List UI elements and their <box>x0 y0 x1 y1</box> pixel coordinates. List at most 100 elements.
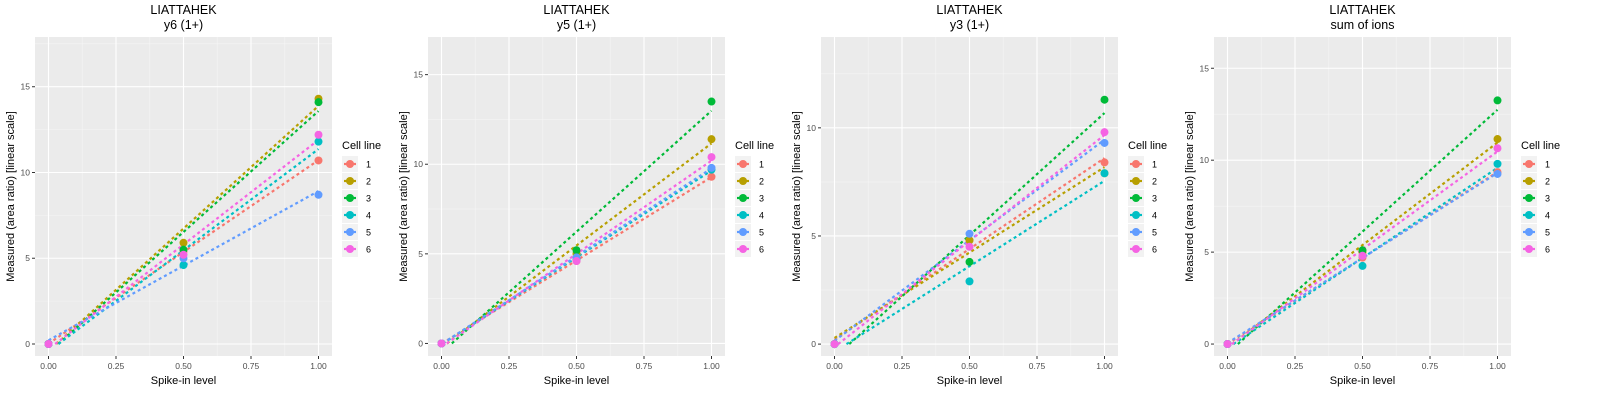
y-tick-label: 5 <box>418 249 423 259</box>
data-point-1 <box>707 172 716 181</box>
fit-line-4 <box>845 179 1106 346</box>
x-tick-label: 1.00 <box>1096 361 1113 371</box>
legend-label: 1 <box>1152 160 1157 170</box>
x-tick-label: 0.50 <box>1354 361 1371 371</box>
data-point-4 <box>1358 261 1367 270</box>
x-tick-label: 0.75 <box>636 361 653 371</box>
x-axis-label: Spike-in level <box>151 375 216 387</box>
y-tick-label: 10 <box>21 167 31 177</box>
legend-key-point <box>1525 228 1533 236</box>
legend-key-point <box>1525 211 1533 219</box>
y-axis-label: Measured (area ratio) [linear scale] <box>791 111 803 282</box>
chart-title: LIATTAHEK <box>936 3 1003 17</box>
data-point-6 <box>437 339 446 348</box>
data-point-4 <box>1493 159 1502 168</box>
legend-label: 2 <box>1152 177 1157 187</box>
data-point-6 <box>707 153 716 162</box>
data-point-2 <box>965 236 974 245</box>
fit-line-2 <box>833 166 1106 339</box>
fit-line-5 <box>1226 171 1499 344</box>
legend-title: Cell line <box>342 140 381 152</box>
fit-line-6 <box>54 139 320 345</box>
data-point-4 <box>1100 169 1109 178</box>
legend-label: 6 <box>759 245 764 255</box>
y-tick-label: 10 <box>1200 155 1210 165</box>
legend-label: 3 <box>1545 194 1550 204</box>
data-point-5 <box>965 229 974 238</box>
data-point-1 <box>1100 158 1109 167</box>
x-tick-label: 0.75 <box>1422 361 1439 371</box>
data-point-6 <box>1493 144 1502 153</box>
data-point-6 <box>1100 128 1109 137</box>
legend-key-point <box>739 194 747 202</box>
legend-label: 1 <box>759 160 764 170</box>
fit-line-2 <box>55 105 320 345</box>
x-axis-label: Spike-in level <box>1330 375 1395 387</box>
legend-label: 4 <box>1152 211 1157 221</box>
legend-label: 2 <box>759 177 764 187</box>
data-point-5 <box>1100 138 1109 147</box>
legend-title: Cell line <box>735 140 774 152</box>
x-tick-label: 1.00 <box>703 361 720 371</box>
data-point-6 <box>314 130 323 139</box>
y-axis-label: Measured (area ratio) [linear scale] <box>398 111 410 282</box>
y-tick-label: 5 <box>25 253 30 263</box>
x-tick-label: 0.50 <box>961 361 978 371</box>
legend-key-point <box>1132 228 1140 236</box>
chart-title: LIATTAHEK <box>1329 3 1396 17</box>
legend-label: 1 <box>1545 160 1550 170</box>
data-point-4 <box>179 261 188 270</box>
data-point-5 <box>314 190 323 199</box>
legend-label: 6 <box>366 245 371 255</box>
legend-label: 3 <box>366 194 371 204</box>
legend-key-point <box>1525 245 1533 253</box>
legend-label: 4 <box>366 211 371 221</box>
legend-key-point <box>739 160 747 168</box>
legend-key-point <box>346 245 354 253</box>
y-tick-label: 10 <box>807 123 817 133</box>
data-point-1 <box>314 156 323 165</box>
x-axis-label: Spike-in level <box>937 375 1002 387</box>
x-tick-label: 0.50 <box>175 361 192 371</box>
x-tick-label: 0.50 <box>568 361 585 371</box>
legend-label: 6 <box>1545 245 1550 255</box>
data-point-2 <box>179 238 188 247</box>
x-tick-label: 0.25 <box>108 361 125 371</box>
x-axis-label: Spike-in level <box>544 375 609 387</box>
data-point-4 <box>314 137 323 146</box>
x-tick-label: 0.00 <box>1219 361 1236 371</box>
data-point-5 <box>1493 169 1502 178</box>
x-tick-label: 1.00 <box>1489 361 1506 371</box>
chart-subtitle: sum of ions <box>1331 18 1395 32</box>
legend-key-point <box>1525 160 1533 168</box>
legend-label: 3 <box>759 194 764 204</box>
chart-title: LIATTAHEK <box>150 3 217 17</box>
legend-label: 4 <box>1545 211 1550 221</box>
legend-key-point <box>739 211 747 219</box>
data-point-6 <box>1223 340 1232 349</box>
y-tick-label: 15 <box>21 82 31 92</box>
legend-key-point <box>1132 245 1140 253</box>
legend-key-point <box>739 228 747 236</box>
x-tick-label: 0.00 <box>433 361 450 371</box>
data-point-6 <box>1358 251 1367 260</box>
legend-label: 5 <box>1545 228 1550 238</box>
y-tick-label: 15 <box>1200 63 1210 73</box>
legend-label: 2 <box>1545 177 1550 187</box>
chart-subtitle: y3 (1+) <box>950 18 989 32</box>
fit-line-2 <box>446 142 713 345</box>
data-point-4 <box>965 277 974 286</box>
legend-key-point <box>1132 211 1140 219</box>
legend-key-point <box>1525 194 1533 202</box>
legend-label: 5 <box>759 228 764 238</box>
legend-key-point <box>1132 177 1140 185</box>
data-point-2 <box>707 135 716 144</box>
y-axis-label: Measured (area ratio) [linear scale] <box>1184 111 1196 282</box>
legend-key-point <box>1525 177 1533 185</box>
legend-key-point <box>1132 160 1140 168</box>
fit-line-3 <box>57 110 320 345</box>
